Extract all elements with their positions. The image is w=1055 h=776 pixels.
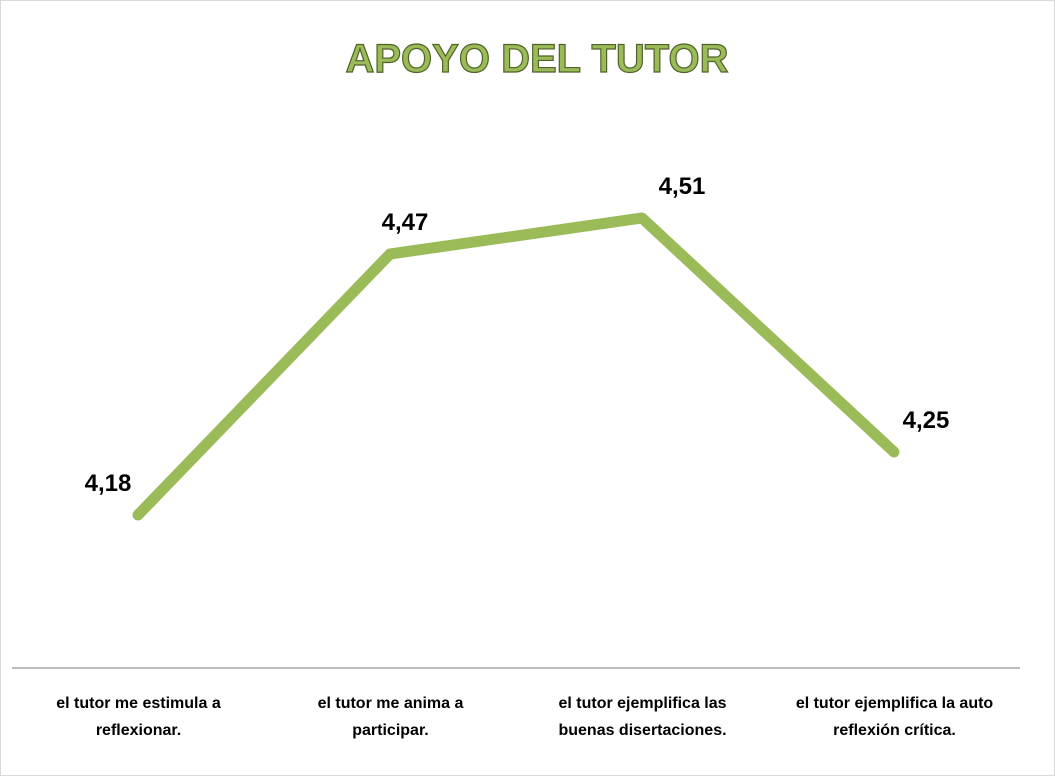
data-label: 4,25 (903, 407, 950, 434)
chart-title: APOYO DEL TUTOR (345, 37, 728, 81)
data-label: 4,18 (85, 470, 132, 497)
x-tick-label: el tutor me estimula a reflexionar. (56, 695, 221, 739)
data-label: 4,47 (382, 209, 429, 236)
data-label: 4,51 (659, 173, 706, 200)
x-tick-label: el tutor ejemplifica la auto reflexión c… (795, 695, 994, 739)
x-tick-label: el tutor me anima a participar. (317, 695, 464, 739)
x-tick-label: el tutor ejemplifica las buenas disertac… (558, 695, 727, 739)
line-series (132, 212, 900, 521)
